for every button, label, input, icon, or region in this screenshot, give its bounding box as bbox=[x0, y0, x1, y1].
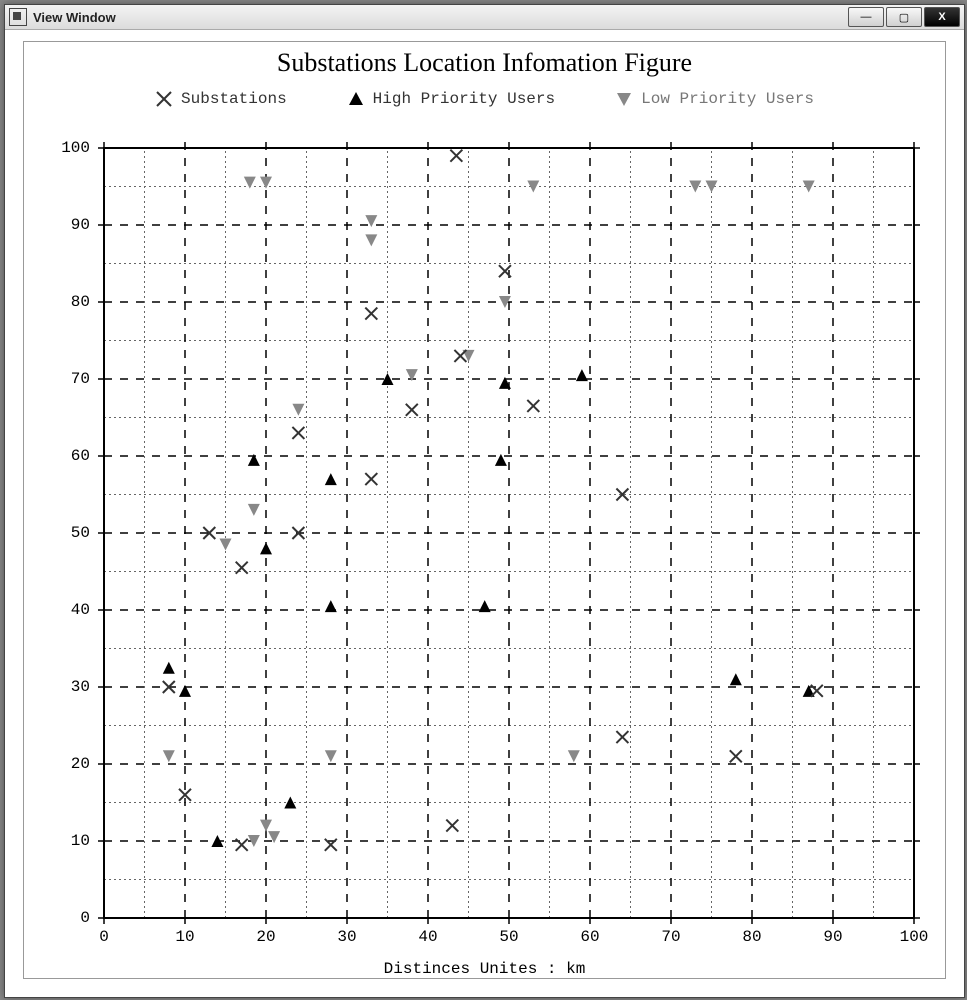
legend-label: Low Priority Users bbox=[641, 90, 814, 108]
close-button[interactable]: X bbox=[924, 7, 960, 27]
titlebar[interactable]: View Window — ▢ X bbox=[5, 5, 964, 30]
legend-item-substations: Substations bbox=[155, 90, 287, 108]
legend-item-high: High Priority Users bbox=[347, 90, 555, 108]
legend-label: Substations bbox=[181, 90, 287, 108]
maximize-button[interactable]: ▢ bbox=[886, 7, 922, 27]
triangle-up-icon bbox=[347, 90, 365, 108]
chart-panel: Substations Location Infomation Figure S… bbox=[23, 41, 946, 979]
x-axis-labels: 0102030405060708090100 bbox=[94, 928, 924, 954]
legend-item-low: Low Priority Users bbox=[615, 90, 814, 108]
chart-title: Substations Location Infomation Figure bbox=[24, 48, 945, 78]
x-marker-icon bbox=[155, 90, 173, 108]
app-window: View Window — ▢ X Substations Location I… bbox=[4, 4, 965, 998]
legend-label: High Priority Users bbox=[373, 90, 555, 108]
legend: Substations High Priority Users Low Prio… bbox=[24, 90, 945, 108]
minimize-button[interactable]: — bbox=[848, 7, 884, 27]
y-axis-labels: 0102030405060708090100 bbox=[42, 130, 90, 930]
app-icon bbox=[9, 8, 27, 26]
window-title: View Window bbox=[33, 10, 116, 25]
triangle-down-icon bbox=[615, 90, 633, 108]
x-axis-title: Distinces Unites : km bbox=[24, 960, 945, 978]
scatter-plot bbox=[94, 138, 924, 928]
window-buttons: — ▢ X bbox=[848, 7, 960, 27]
